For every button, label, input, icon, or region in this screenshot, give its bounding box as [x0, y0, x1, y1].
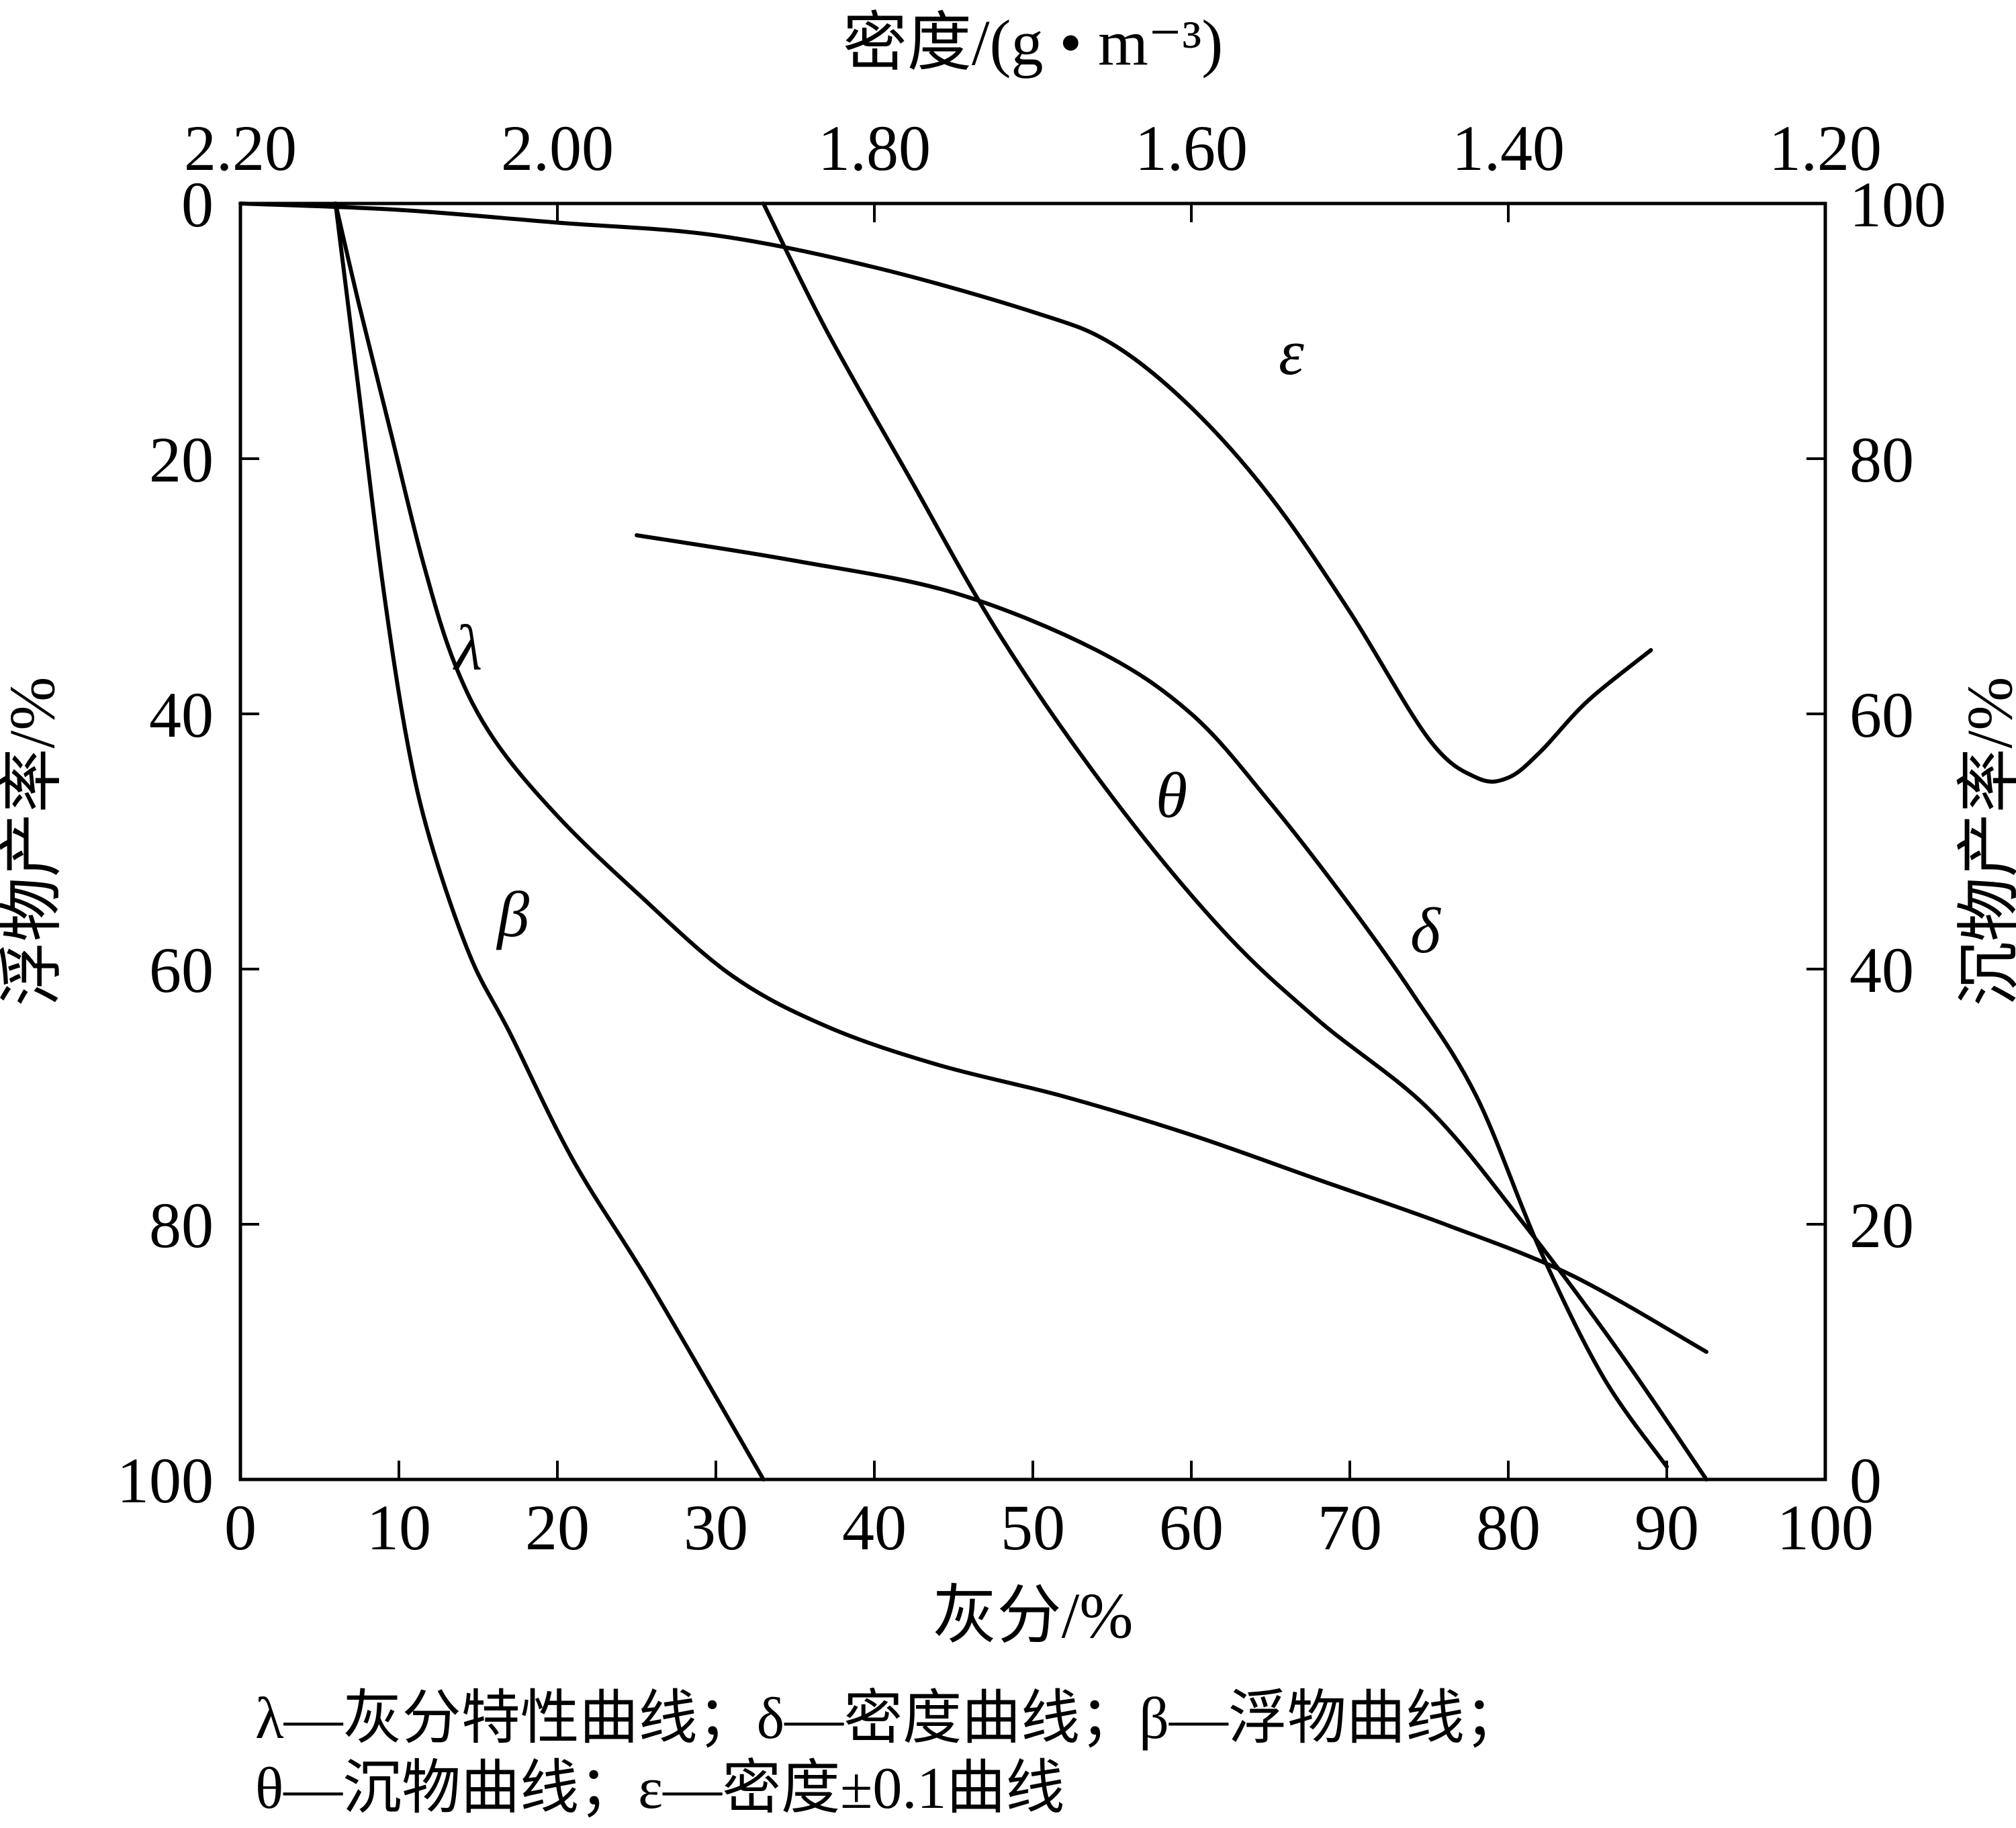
curve-θ — [761, 201, 1708, 1481]
y-right-tick-label: 40 — [1849, 934, 1914, 1006]
curve-labels: λ β δ θ ε — [453, 316, 1441, 966]
y-left-tick-label: 0 — [181, 169, 214, 240]
x-top-tick-label: 1.60 — [1135, 112, 1248, 184]
curve-β — [333, 201, 766, 1481]
y-left-tick-label: 20 — [149, 424, 214, 496]
x-bottom-tick-label: 30 — [684, 1492, 748, 1563]
top-axis-title: 密度/(g • m⁻³) — [843, 7, 1223, 79]
y-left-tick-label: 40 — [149, 679, 214, 751]
curve-label-ε: ε — [1279, 316, 1304, 388]
axis-ticks — [239, 202, 1827, 1481]
curve-label-θ: θ — [1156, 760, 1187, 831]
tick-labels: 0 10 20 30 40 50 60 70 80 90 100 2.20 2.00 1.80 1.60 1.… — [117, 112, 1946, 1563]
curve-label-β: β — [496, 878, 529, 950]
x-top-tick-label: 1.40 — [1452, 112, 1565, 184]
x-bottom-tick-label: 60 — [1159, 1492, 1224, 1563]
legend-line-2: θ—沉物曲线；ε—密度±0.1曲线 — [255, 1756, 1064, 1821]
curve-label-δ: δ — [1410, 895, 1441, 966]
curve-δ — [635, 533, 1669, 1469]
y-left-tick-label: 100 — [117, 1445, 214, 1516]
y-right-tick-label: 100 — [1849, 169, 1946, 240]
y-right-tick-label: 60 — [1849, 679, 1914, 751]
x-top-tick-label: 2.20 — [184, 112, 297, 184]
x-bottom-tick-label: 10 — [367, 1492, 431, 1563]
x-bottom-tick-label: 80 — [1476, 1492, 1541, 1563]
x-bottom-tick-label: 70 — [1318, 1492, 1382, 1563]
y-right-tick-label: 20 — [1849, 1189, 1914, 1261]
y-right-tick-label: 0 — [1849, 1445, 1882, 1516]
x-top-tick-label: 2.00 — [501, 112, 614, 184]
legend-line-1: λ—灰分特性曲线；δ—密度曲线；β—浮物曲线； — [255, 1686, 1524, 1751]
curves — [238, 201, 1708, 1481]
curve-label-λ: λ — [453, 612, 483, 684]
left-axis-title: 浮物产率/% — [0, 677, 68, 1007]
x-top-tick-label: 1.80 — [818, 112, 931, 184]
x-bottom-tick-label: 20 — [525, 1492, 590, 1563]
x-bottom-tick-label: 50 — [1001, 1492, 1065, 1563]
y-left-tick-label: 80 — [149, 1189, 214, 1261]
x-top-tick-label: 1.20 — [1769, 112, 1882, 184]
y-right-tick-label: 80 — [1849, 424, 1914, 496]
x-bottom-tick-label: 100 — [1777, 1492, 1874, 1563]
x-bottom-tick-label: 90 — [1635, 1492, 1699, 1563]
curve-λ — [333, 201, 1708, 1354]
x-bottom-tick-label: 40 — [842, 1492, 907, 1563]
right-axis-title: 沉物产率/% — [1954, 677, 2016, 1007]
x-bottom-tick-label: 0 — [224, 1492, 257, 1563]
curve-ε — [238, 201, 1653, 784]
plot-frame — [238, 201, 1827, 1481]
y-left-tick-label: 60 — [149, 934, 214, 1006]
bottom-axis-title: 灰分/% — [933, 1580, 1134, 1651]
